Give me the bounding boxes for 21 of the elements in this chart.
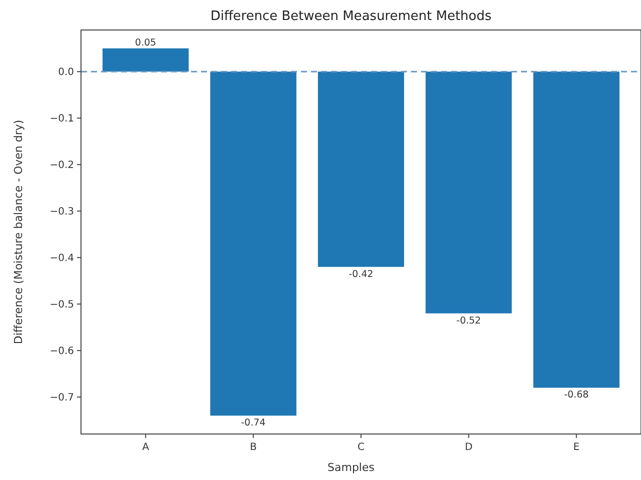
data-label: -0.74 [241,418,266,429]
y-tick-label: −0.6 [50,346,74,358]
y-axis-title: Difference (Moisture balance - Oven dry) [12,120,25,344]
x-tick-label: C [358,442,365,453]
y-tick-label: −0.7 [50,392,74,404]
y-tick-label: −0.4 [50,253,74,264]
y-tick-label: −0.1 [50,114,74,125]
y-tick-label: −0.2 [50,160,74,172]
x-tick-label: E [573,442,580,453]
data-label: -0.68 [564,390,589,401]
data-label: 0.05 [135,37,156,48]
data-label: -0.52 [456,315,481,326]
y-tick-label: −0.3 [50,206,74,218]
data-label: -0.42 [348,268,374,280]
y-tick-label: 0.0 [58,67,74,78]
y-tick-label: −0.5 [50,300,74,311]
x-tick-label: B [250,442,257,453]
chart-title: Difference Between Measurement Methods [210,9,492,24]
x-tick-label: D [464,442,473,453]
x-axis-title: Samples [328,461,375,474]
x-tick-label: A [142,442,150,453]
